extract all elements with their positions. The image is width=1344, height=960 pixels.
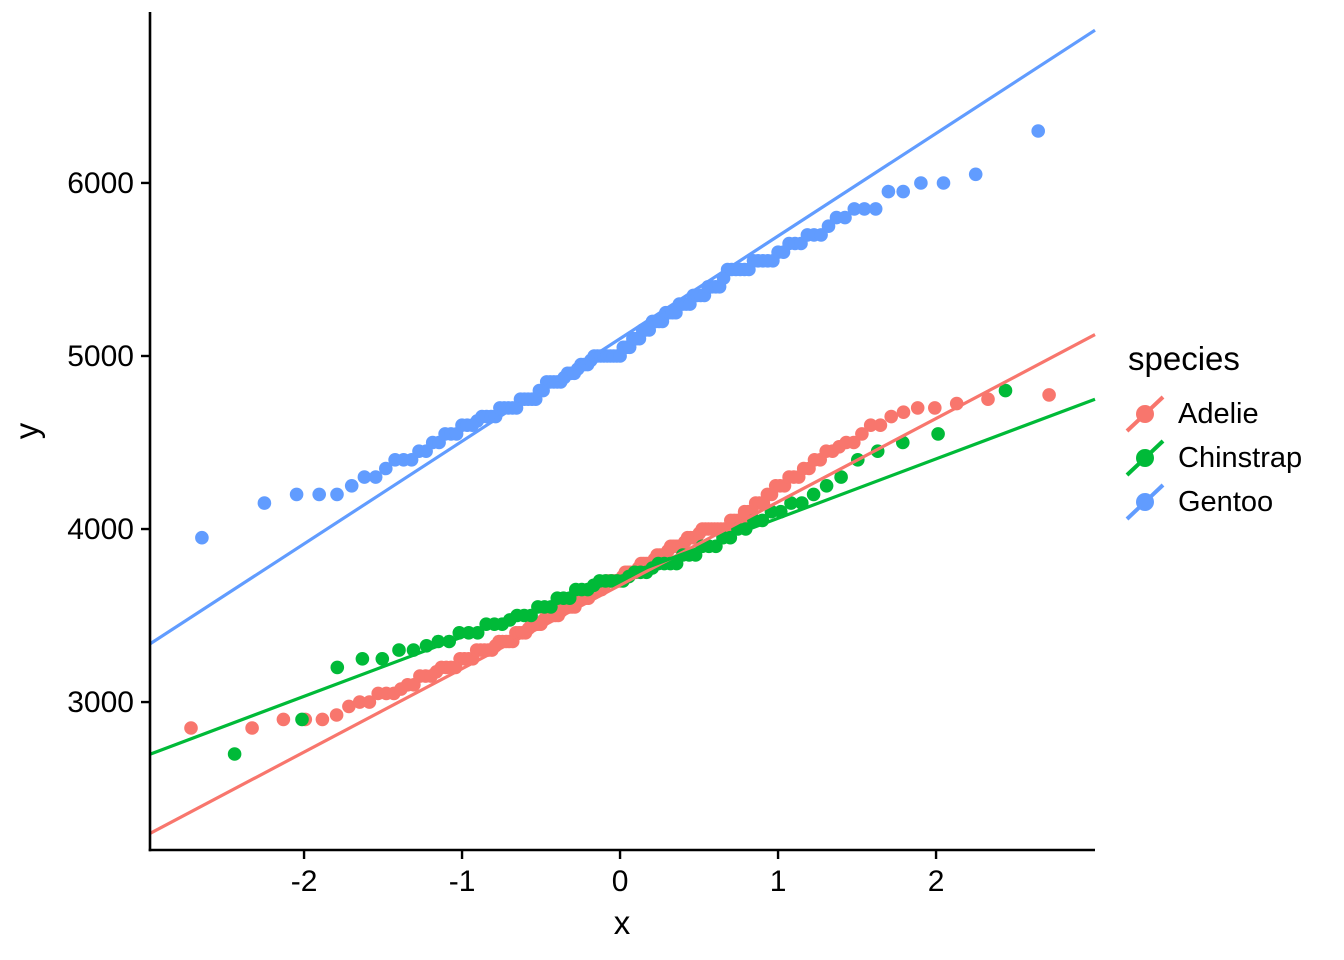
x-tick-label: -2 (291, 865, 318, 898)
x-tick-label: -1 (449, 865, 476, 898)
legend: species Adelie Chinstrap Gentoo (1122, 340, 1342, 524)
legend-label-gentoo: Gentoo (1178, 485, 1274, 518)
y-axis-title: y (8, 422, 45, 439)
legend-label-adelie: Adelie (1178, 397, 1259, 430)
data-points-layer (184, 124, 1056, 761)
axes-layer: -2 -1 0 1 2 3000 4000 5000 6000 (67, 12, 1095, 898)
x-axis-title: x (614, 904, 631, 941)
y-tick-label: 6000 (67, 167, 134, 200)
x-tick-label: 2 (928, 865, 945, 898)
qq-line-adelie (149, 333, 1096, 835)
legend-label-chinstrap: Chinstrap (1178, 441, 1303, 474)
y-tick-label: 5000 (67, 340, 134, 373)
qq-line-gentoo (149, 28, 1096, 646)
y-tick-label: 3000 (67, 686, 134, 719)
series-points-adelie (184, 388, 1056, 735)
series-points-gentoo (195, 124, 1045, 545)
legend-item-chinstrap: Chinstrap (1122, 436, 1342, 480)
legend-item-gentoo: Gentoo (1122, 480, 1342, 524)
y-tick-label: 4000 (67, 513, 134, 546)
legend-item-adelie: Adelie (1122, 392, 1342, 436)
x-tick-label: 1 (770, 865, 787, 898)
legend-key-chinstrap-icon (1125, 439, 1165, 477)
qq-line-chinstrap (149, 397, 1096, 756)
qq-lines-layer (149, 28, 1096, 835)
legend-key-adelie-icon (1125, 395, 1165, 433)
legend-key-gentoo-icon (1125, 483, 1165, 521)
legend-title: species (1128, 340, 1240, 377)
x-tick-label: 0 (612, 865, 629, 898)
